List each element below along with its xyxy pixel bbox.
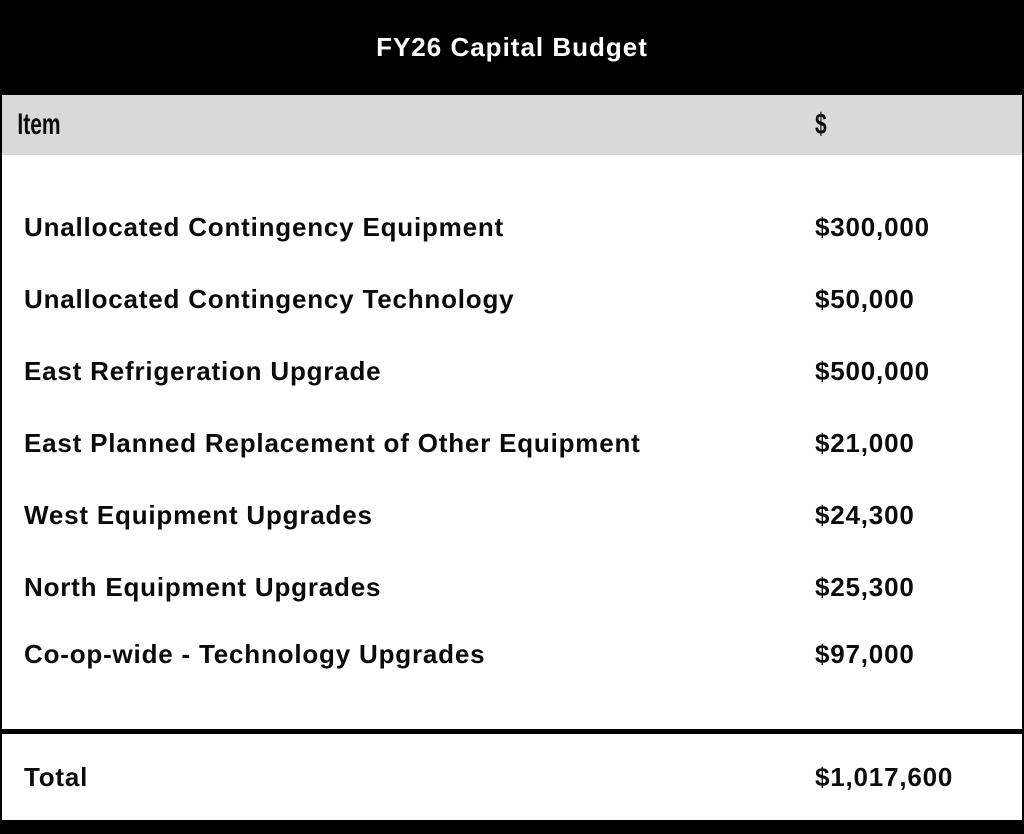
table-title: FY26 Capital Budget (376, 32, 648, 62)
table-title-bar: FY26 Capital Budget (0, 0, 1024, 95)
table-body: Unallocated Contingency Equipment $300,0… (0, 155, 1024, 729)
table-row: North Equipment Upgrades $25,300 (2, 551, 1022, 623)
table-row: Unallocated Contingency Equipment $300,0… (2, 191, 1022, 263)
row-item-label: North Equipment Upgrades (24, 571, 382, 602)
total-row: Total $1,017,600 (0, 734, 1024, 820)
table-header-row: Item $ (0, 95, 1024, 155)
row-amount: $50,000 (815, 283, 915, 314)
total-amount: $1,017,600 (815, 761, 954, 792)
table-row: West Equipment Upgrades $24,300 (2, 479, 1022, 551)
table-row: East Planned Replacement of Other Equipm… (2, 407, 1022, 479)
column-header-amount: $ (815, 108, 827, 141)
row-item-label: Co-op-wide - Technology Upgrades (24, 638, 486, 669)
bottom-bar (0, 820, 1024, 834)
row-amount: $97,000 (815, 638, 915, 669)
column-header-item: Item (17, 108, 61, 141)
row-amount: $21,000 (815, 427, 915, 458)
row-item-label: East Refrigeration Upgrade (24, 355, 382, 386)
row-amount: $25,300 (815, 571, 915, 602)
row-item-label: West Equipment Upgrades (24, 499, 373, 530)
row-amount: $300,000 (815, 211, 930, 242)
total-divider (0, 729, 1024, 734)
row-amount: $500,000 (815, 355, 930, 386)
row-amount: $24,300 (815, 499, 915, 530)
table-row: Co-op-wide - Technology Upgrades $97,000 (2, 623, 1022, 685)
total-label: Total (24, 761, 89, 792)
row-item-label: Unallocated Contingency Technology (24, 283, 515, 314)
table-row: Unallocated Contingency Technology $50,0… (2, 263, 1022, 335)
row-item-label: Unallocated Contingency Equipment (24, 211, 504, 242)
table-row: East Refrigeration Upgrade $500,000 (2, 335, 1022, 407)
row-item-label: East Planned Replacement of Other Equipm… (24, 427, 641, 458)
